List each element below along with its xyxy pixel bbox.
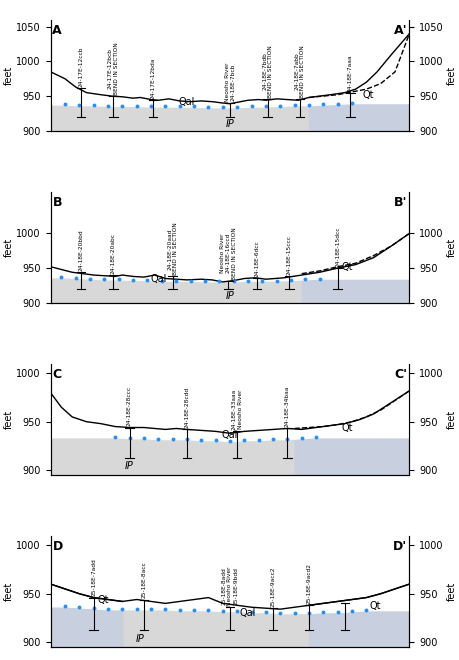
Y-axis label: feet: feet	[4, 238, 14, 257]
Text: 24-18E-7bdb
BEND IN SECTION: 24-18E-7bdb BEND IN SECTION	[262, 45, 273, 98]
Text: 24-18E-28cdd: 24-18E-28cdd	[184, 387, 189, 428]
Text: IP: IP	[225, 119, 234, 129]
Text: IP: IP	[125, 461, 134, 471]
Text: 24-18E-33aaa
Neosho River: 24-18E-33aaa Neosho River	[231, 389, 242, 430]
Y-axis label: feet: feet	[445, 581, 455, 601]
Text: 24-18E-34baa: 24-18E-34baa	[284, 385, 289, 427]
Text: B: B	[52, 196, 62, 209]
Y-axis label: feet: feet	[4, 65, 13, 85]
Text: Qt: Qt	[369, 601, 381, 611]
Text: 24-18E-28ccc: 24-18E-28ccc	[127, 386, 132, 426]
Text: D': D'	[392, 541, 407, 553]
Text: 24-17E-12ccb: 24-17E-12ccb	[78, 46, 84, 86]
Text: 24-17E-12bda: 24-17E-12bda	[150, 58, 155, 99]
Text: Neosho River
24-18E-16ccd
BEND IN SECTION: Neosho River 24-18E-16ccd BEND IN SECTIO…	[219, 227, 236, 280]
Text: IP: IP	[225, 290, 234, 301]
Text: C: C	[52, 368, 62, 381]
Y-axis label: feet: feet	[4, 410, 14, 429]
Text: 24-18E-15ccc: 24-18E-15ccc	[286, 236, 291, 275]
Text: IP: IP	[135, 634, 145, 644]
Text: A: A	[52, 24, 62, 37]
Y-axis label: feet: feet	[445, 238, 455, 257]
Text: 24-18E-7aaa: 24-18E-7aaa	[347, 54, 352, 92]
Text: Neosho River
24-18E-7bcb: Neosho River 24-18E-7bcb	[224, 63, 235, 102]
Text: C': C'	[394, 368, 407, 381]
Text: Qt: Qt	[362, 90, 374, 100]
Text: Qt: Qt	[97, 595, 108, 605]
Text: B': B'	[393, 196, 407, 209]
Text: Qal: Qal	[221, 430, 238, 440]
Text: Qal: Qal	[150, 274, 166, 284]
Text: Qt: Qt	[341, 262, 352, 272]
Y-axis label: feet: feet	[445, 410, 455, 429]
Text: 24-18E-7abb
BEND IN SECTION: 24-18E-7abb BEND IN SECTION	[294, 45, 305, 98]
Text: 24-18E-20bbd: 24-18E-20bbd	[78, 230, 84, 271]
Text: 25-18E-7add: 25-18E-7add	[91, 558, 96, 596]
Text: Qal: Qal	[179, 96, 195, 107]
Text: Qal: Qal	[239, 608, 256, 618]
Text: 24-18E-15dcc: 24-18E-15dcc	[335, 226, 339, 267]
Text: 24-18E-20abc: 24-18E-20abc	[111, 233, 116, 274]
Text: A': A'	[393, 24, 407, 37]
Text: 24-17E-12bcb
BEND IN SECTION: 24-17E-12bcb BEND IN SECTION	[108, 42, 118, 95]
Text: Qt: Qt	[341, 424, 352, 434]
Text: 24-18E-20aad
BEND IN SECTION: 24-18E-20aad BEND IN SECTION	[167, 222, 178, 275]
Text: 24-18E-6dcc: 24-18E-6dcc	[254, 240, 259, 277]
Text: 25-18E-9acd2: 25-18E-9acd2	[306, 563, 311, 604]
Text: 25-18E-9acc2: 25-18E-9acc2	[270, 566, 275, 607]
Text: 25-18E-8add
Neosho River
25-18E-9bdd: 25-18E-8add Neosho River 25-18E-9bdd	[221, 566, 238, 606]
Y-axis label: feet: feet	[446, 65, 455, 85]
Y-axis label: feet: feet	[4, 581, 14, 601]
Text: 25-18E-8acc: 25-18E-8acc	[141, 561, 146, 598]
Text: D: D	[52, 541, 62, 553]
